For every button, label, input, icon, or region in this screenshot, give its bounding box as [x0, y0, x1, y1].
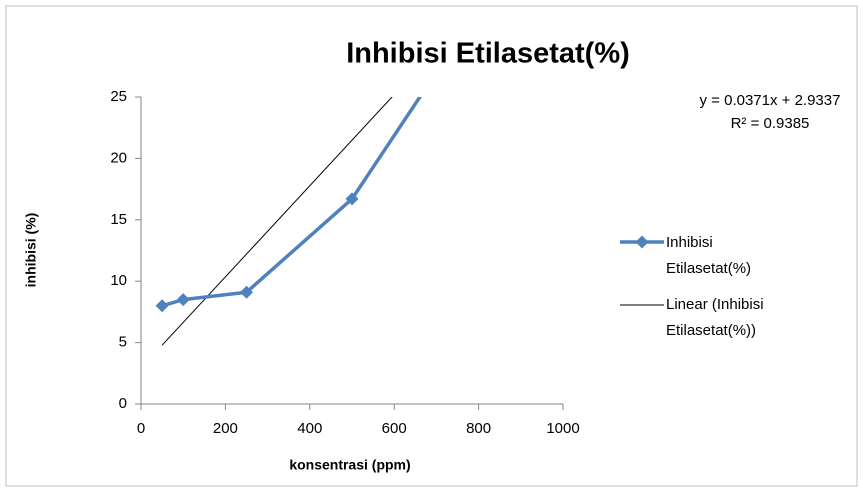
- legend-series-label: Inhibisi Etilasetat(%): [666, 234, 752, 277]
- y-tick-label: 10: [110, 272, 127, 289]
- y-tick-label: 5: [119, 334, 127, 351]
- x-tick-label: 800: [466, 420, 491, 437]
- data-point: [240, 285, 253, 299]
- x-tick-label: 600: [382, 420, 407, 437]
- x-tick-label: 200: [213, 420, 238, 437]
- y-tick-label: 15: [110, 211, 127, 228]
- trend-r-squared: R² = 0.9385: [731, 115, 810, 132]
- chart-border: [5, 5, 858, 487]
- legend-marker: [635, 235, 649, 249]
- data-point: [345, 192, 359, 206]
- plot-area: [155, 97, 422, 346]
- x-tick-label: 0: [137, 420, 145, 437]
- data-point: [176, 293, 190, 307]
- chart-title: Inhibisi Etilasetat(%): [346, 38, 630, 70]
- x-tick-label: 1000: [546, 420, 579, 437]
- legend-trend-label: Linear (Inhibisi Etilasetat(%)): [666, 296, 764, 339]
- y-tick-label: 0: [119, 395, 127, 412]
- x-tick-label: 400: [297, 420, 322, 437]
- trend-equation: y = 0.0371x + 2.9337: [700, 92, 841, 109]
- y-tick-label: 20: [110, 149, 127, 166]
- y-tick-label: 25: [110, 88, 127, 105]
- data-point: [155, 299, 169, 313]
- x-axis-label: konsentrasi (ppm): [289, 457, 410, 473]
- y-axis-label: inhibisi (%): [23, 213, 39, 288]
- trendline: [161, 97, 393, 346]
